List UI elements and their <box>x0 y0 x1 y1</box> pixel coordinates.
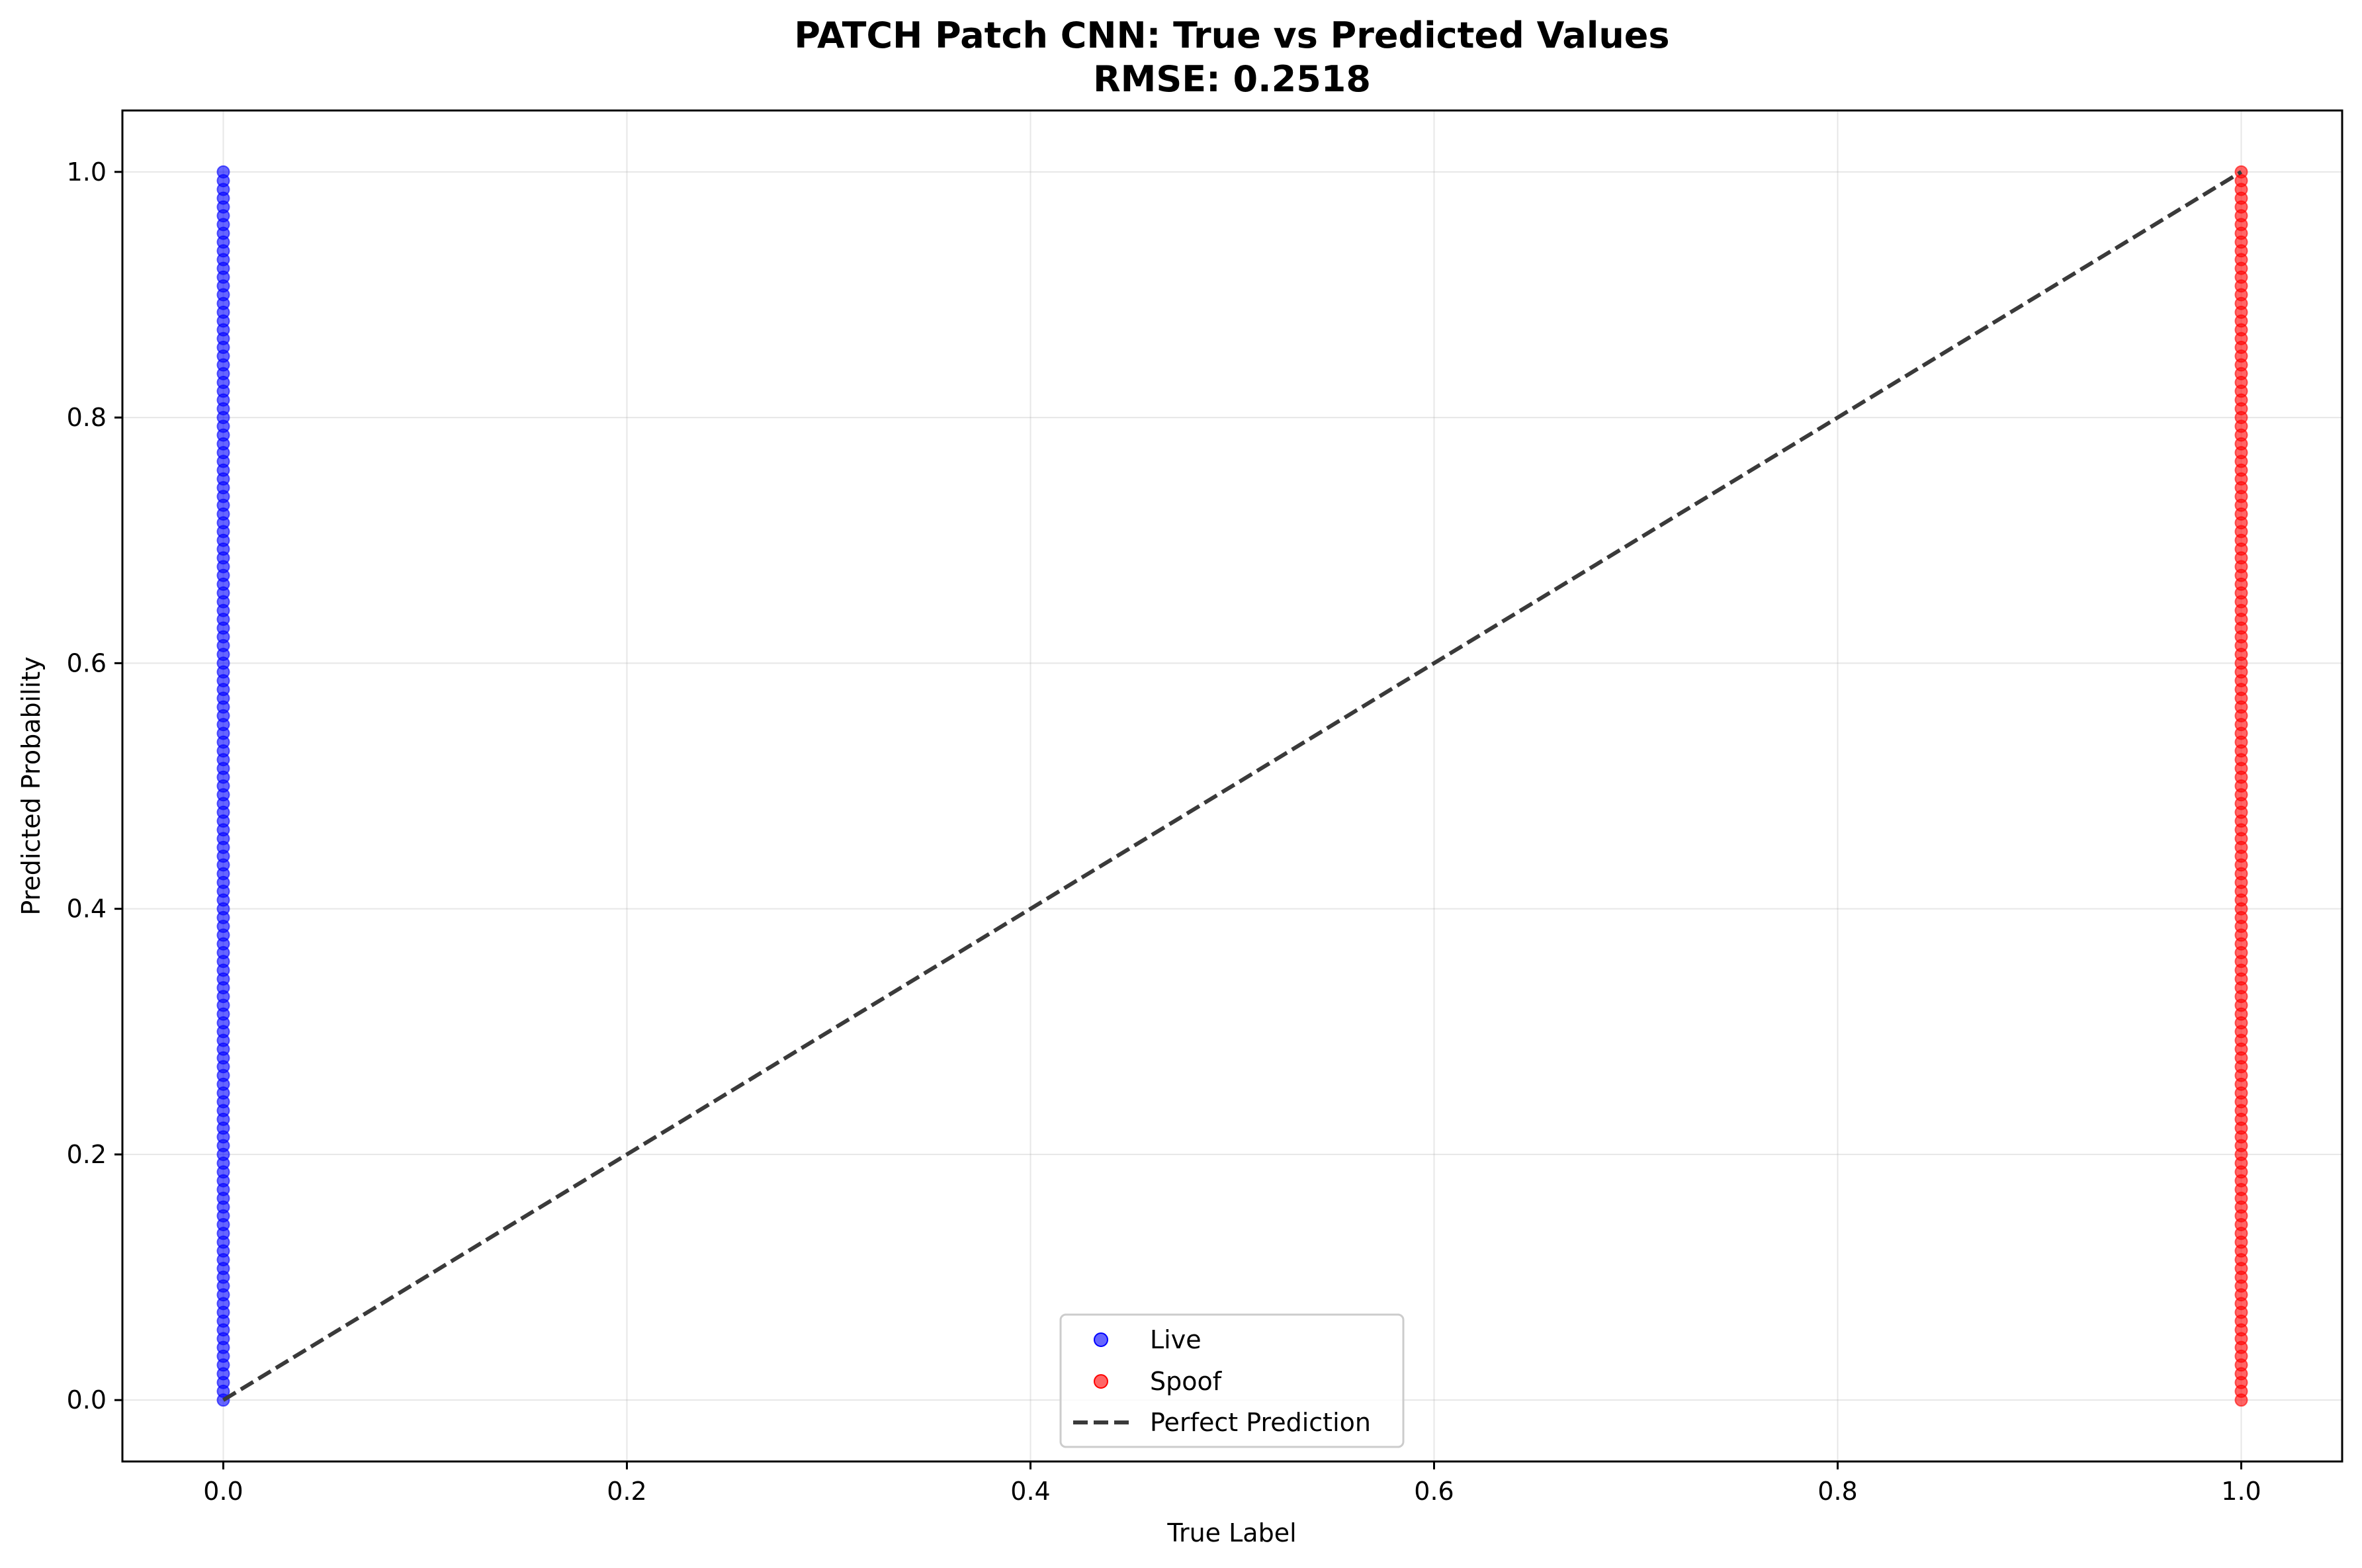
legend-marker-live <box>1094 1332 1108 1347</box>
y-tick-label: 0.0 <box>67 1385 107 1415</box>
y-tick-label: 0.4 <box>67 894 107 924</box>
x-tick-label: 0.0 <box>203 1477 243 1506</box>
x-tick-label: 0.8 <box>1817 1477 1857 1506</box>
y-tick-label: 1.0 <box>67 157 107 187</box>
plot-frame <box>121 109 2343 1463</box>
x-tick-label: 1.0 <box>2221 1477 2261 1506</box>
scatter-points <box>216 165 2248 1407</box>
x-axis-label: True Label <box>1166 1518 1296 1547</box>
legend-marker-spoof <box>1094 1374 1108 1389</box>
x-tick-label: 0.4 <box>1010 1477 1050 1506</box>
grid-lines <box>122 110 2342 1461</box>
legend-box <box>1059 1313 1405 1448</box>
live-point <box>216 165 230 179</box>
legend-label-perfect-prediction: Perfect Prediction <box>1150 1408 1371 1437</box>
spoof-point <box>2234 165 2248 179</box>
legend: Live Spoof Perfect Prediction <box>1059 1313 1405 1448</box>
x-axis-ticks: 0.0 0.2 0.4 0.6 0.8 1.0 <box>203 1461 2261 1506</box>
legend-label-spoof: Spoof <box>1150 1367 1223 1396</box>
chart-title: PATCH Patch CNN: True vs Predicted Value… <box>794 15 1669 56</box>
legend-label-live: Live <box>1150 1325 1202 1354</box>
chart-subtitle: RMSE: 0.2518 <box>1093 58 1371 100</box>
y-tick-label: 0.8 <box>67 403 107 432</box>
y-tick-label: 0.2 <box>67 1140 107 1169</box>
y-axis-ticks: 0.0 0.2 0.4 0.6 0.8 1.0 <box>67 157 122 1415</box>
x-tick-label: 0.6 <box>1414 1477 1454 1506</box>
y-tick-label: 0.6 <box>67 648 107 677</box>
perfect-prediction-line <box>222 170 2243 1402</box>
y-axis-label: Predicted Probability <box>17 656 46 915</box>
x-tick-label: 0.2 <box>607 1477 646 1506</box>
reference-line <box>222 170 2243 1402</box>
